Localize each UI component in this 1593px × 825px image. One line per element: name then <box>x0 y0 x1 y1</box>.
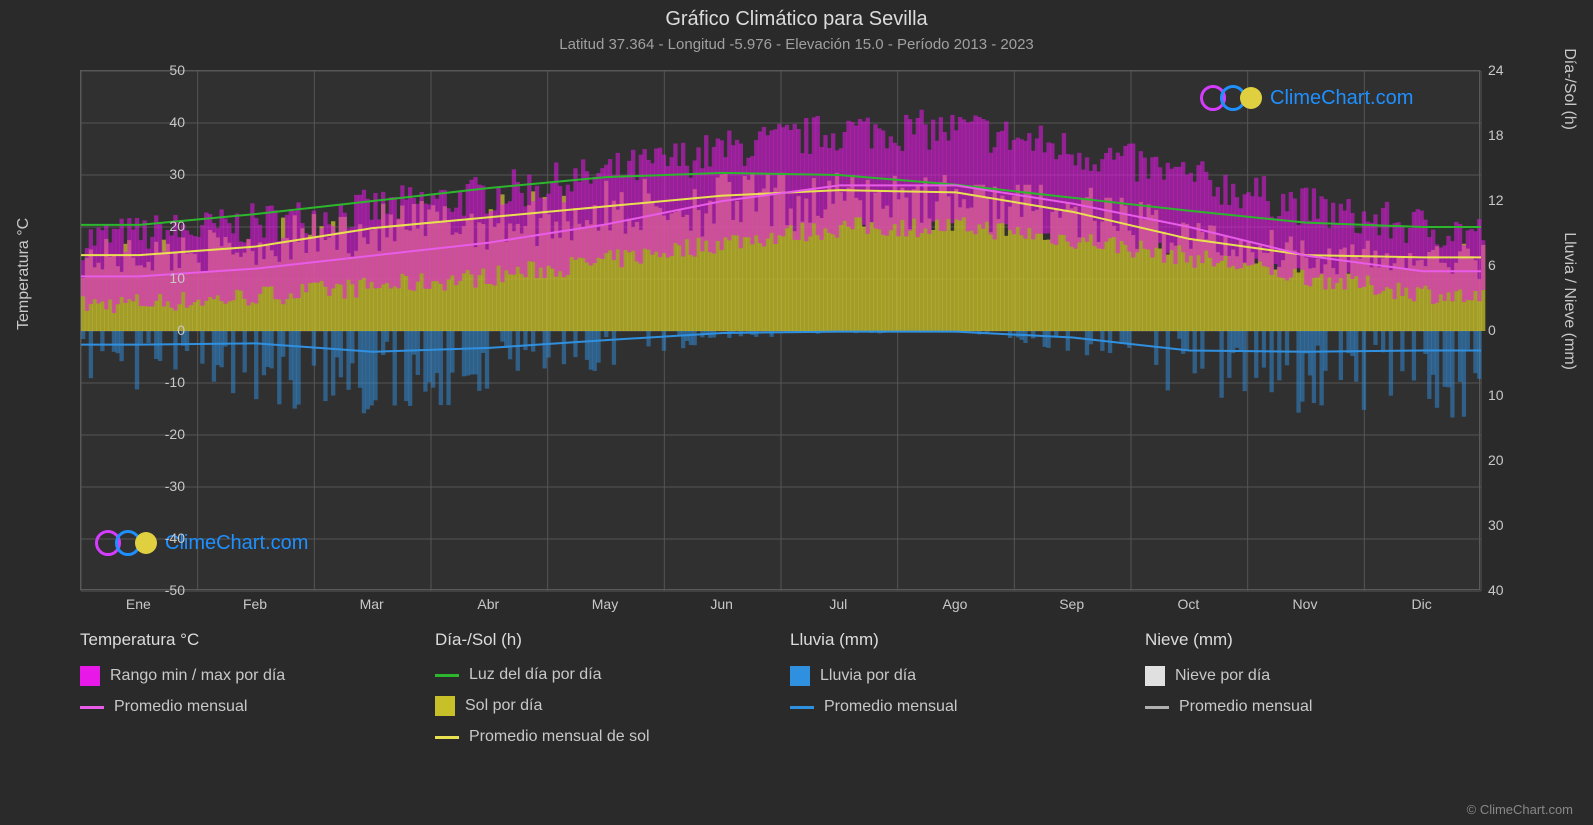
legend-items: Luz del día por día Sol por día Promedio m… <box>435 666 770 746</box>
legend-header: Nieve (mm) <box>1145 630 1480 650</box>
plot-area <box>80 70 1480 590</box>
y-tick-left: 30 <box>85 166 185 182</box>
x-tick-month: May <box>592 596 618 612</box>
y-tick-left: 50 <box>85 62 185 78</box>
legend-label: Promedio mensual <box>114 698 247 716</box>
legend-swatch-square-icon <box>1145 666 1165 686</box>
legend-swatch-square-icon <box>790 666 810 686</box>
x-tick-month: Jul <box>829 596 847 612</box>
x-tick-month: Ene <box>126 596 151 612</box>
x-tick-month: Feb <box>243 596 267 612</box>
y-tick-left: 0 <box>85 322 185 338</box>
legend-header: Día-/Sol (h) <box>435 630 770 650</box>
x-tick-month: Mar <box>360 596 384 612</box>
y-tick-right-mm: 10 <box>1488 387 1504 403</box>
x-tick-month: Ago <box>943 596 968 612</box>
legend-item: Rango min / max por día <box>80 666 415 686</box>
watermark-text: ClimeChart.com <box>1270 87 1413 110</box>
y-tick-left: -30 <box>85 478 185 494</box>
chart-svg <box>81 71 1479 589</box>
y-tick-right-mm: 20 <box>1488 452 1504 468</box>
x-tick-month: Sep <box>1059 596 1084 612</box>
chart-subtitle: Latitud 37.364 - Longitud -5.976 - Eleva… <box>0 36 1593 53</box>
legend-label: Nieve por día <box>1175 667 1270 685</box>
y-axis-left-label: Temperatura °C <box>15 218 33 330</box>
legend-label: Promedio mensual de sol <box>469 728 650 746</box>
legend-item: Promedio mensual <box>1145 698 1480 716</box>
y-tick-right-hours: 12 <box>1488 192 1504 208</box>
watermark-text: ClimeChart.com <box>165 532 308 555</box>
legend-items: Rango min / max por día Promedio mensual <box>80 666 415 716</box>
y-tick-left: -20 <box>85 426 185 442</box>
copyright-text: © ClimeChart.com <box>1467 802 1573 817</box>
y-tick-left: -10 <box>85 374 185 390</box>
watermark-top: ClimeChart.com <box>1200 85 1413 111</box>
legend-swatch-square-icon <box>80 666 100 686</box>
legend-label: Sol por día <box>465 697 542 715</box>
x-tick-month: Jun <box>710 596 733 612</box>
legend-swatch-line-icon <box>790 706 814 709</box>
legend-label: Promedio mensual <box>1179 698 1312 716</box>
y-axis-right-bottom-label: Lluvia / Nieve (mm) <box>1560 232 1578 370</box>
chart-title: Gráfico Climático para Sevilla <box>0 8 1593 31</box>
legend-col-snow: Nieve (mm) Nieve por día Promedio mensual <box>1145 630 1480 746</box>
y-axis-right-top-label: Día-/Sol (h) <box>1560 48 1578 130</box>
x-tick-month: Abr <box>477 596 499 612</box>
legend-col-rain: Lluvia (mm) Lluvia por día Promedio mensu… <box>790 630 1125 746</box>
x-tick-month: Oct <box>1177 596 1199 612</box>
legend-label: Promedio mensual <box>824 698 957 716</box>
legend-item: Lluvia por día <box>790 666 1125 686</box>
x-tick-month: Nov <box>1293 596 1318 612</box>
legend-col-temperature: Temperatura °C Rango min / max por día Pr… <box>80 630 415 746</box>
legend-item: Promedio mensual <box>80 698 415 716</box>
legend-label: Lluvia por día <box>820 667 916 685</box>
y-tick-left: 40 <box>85 114 185 130</box>
legend-col-daylight: Día-/Sol (h) Luz del día por día Sol por … <box>435 630 770 746</box>
legend-swatch-line-icon <box>1145 706 1169 709</box>
legend-item: Promedio mensual de sol <box>435 728 770 746</box>
legend-item: Luz del día por día <box>435 666 770 684</box>
legend-header: Lluvia (mm) <box>790 630 1125 650</box>
legend-items: Nieve por día Promedio mensual <box>1145 666 1480 716</box>
y-tick-right-mm: 40 <box>1488 582 1504 598</box>
y-tick-left: 20 <box>85 218 185 234</box>
legend-item: Sol por día <box>435 696 770 716</box>
legend-label: Luz del día por día <box>469 666 602 684</box>
legend-label: Rango min / max por día <box>110 667 285 685</box>
legend: Temperatura °C Rango min / max por día Pr… <box>80 630 1480 746</box>
x-tick-month: Dic <box>1412 596 1432 612</box>
legend-item: Promedio mensual <box>790 698 1125 716</box>
logo-sun-icon <box>1240 87 1262 109</box>
legend-items: Lluvia por día Promedio mensual <box>790 666 1125 716</box>
y-tick-right-hours: 18 <box>1488 127 1504 143</box>
legend-swatch-line-icon <box>435 736 459 739</box>
legend-swatch-line-icon <box>80 706 104 709</box>
y-tick-right-hours: 0 <box>1488 322 1496 338</box>
legend-header: Temperatura °C <box>80 630 415 650</box>
legend-item: Nieve por día <box>1145 666 1480 686</box>
y-tick-left: -40 <box>85 530 185 546</box>
climate-chart-container: Gráfico Climático para Sevilla Latitud 3… <box>0 0 1593 825</box>
y-tick-right-hours: 6 <box>1488 257 1496 273</box>
y-tick-left: 10 <box>85 270 185 286</box>
y-tick-right-hours: 24 <box>1488 62 1504 78</box>
legend-swatch-line-icon <box>435 674 459 677</box>
y-tick-right-mm: 30 <box>1488 517 1504 533</box>
legend-swatch-square-icon <box>435 696 455 716</box>
